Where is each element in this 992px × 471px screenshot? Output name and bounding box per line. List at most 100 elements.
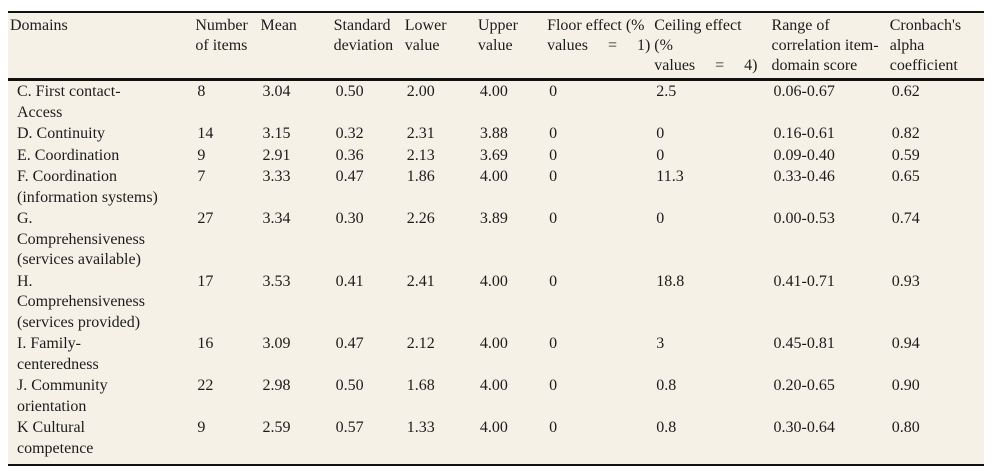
cell-floor-effect: 0 bbox=[549, 146, 558, 164]
cell-upper-value: 4.00 bbox=[479, 377, 508, 394]
col-mean: Mean bbox=[258, 13, 332, 81]
cell-mean: 3.34 bbox=[262, 210, 291, 227]
cell-domain: K Cultural competence bbox=[17, 419, 94, 457]
cell-ceiling-effect: 11.3 bbox=[656, 168, 684, 185]
cell-upper-value: 4.00 bbox=[479, 168, 508, 185]
cell-upper-value: 4.00 bbox=[479, 83, 508, 100]
cell-cronbachs-alpha: 0.74 bbox=[891, 210, 920, 227]
col-domains: Domains bbox=[8, 13, 194, 81]
cell-range-correlation: 0.00-0.53 bbox=[773, 210, 835, 227]
cell-range-correlation: 0.16-0.61 bbox=[773, 125, 835, 142]
cell-standard-deviation: 0.47 bbox=[335, 335, 364, 352]
table-row: J. Community orientation 22 2.98 0.50 1.… bbox=[8, 375, 984, 417]
cell-lower-value: 1.68 bbox=[406, 377, 435, 394]
cell-domain: C. First contact- Access bbox=[17, 83, 121, 121]
cell-standard-deviation: 0.41 bbox=[335, 272, 364, 290]
cell-number-of-items: 17 bbox=[197, 272, 214, 290]
col-cronbachs-alpha: Cronbach's alpha coefficient bbox=[887, 13, 984, 81]
cell-lower-value: 2.13 bbox=[406, 146, 435, 164]
cell-lower-value: 1.86 bbox=[406, 168, 435, 185]
cell-domain: I. Family- centeredness bbox=[17, 335, 99, 373]
col-lower-value: Lower value bbox=[402, 13, 476, 81]
cell-lower-value: 2.00 bbox=[406, 83, 435, 100]
cell-standard-deviation: 0.30 bbox=[335, 210, 364, 227]
cell-cronbachs-alpha: 0.90 bbox=[891, 377, 920, 394]
cell-range-correlation: 0.41-0.71 bbox=[773, 272, 835, 290]
cell-ceiling-effect: 3 bbox=[656, 335, 665, 352]
cell-floor-effect: 0 bbox=[549, 335, 558, 352]
cell-number-of-items: 16 bbox=[197, 335, 214, 352]
cell-ceiling-effect: 2.5 bbox=[656, 83, 677, 100]
cell-floor-effect: 0 bbox=[549, 419, 558, 436]
cell-floor-effect: 0 bbox=[549, 168, 558, 185]
col-floor-effect: Floor effect (% values = 1) bbox=[545, 13, 653, 81]
cell-lower-value: 1.33 bbox=[406, 419, 435, 436]
table-row: C. First contact- Access 8 3.04 0.50 2.0… bbox=[8, 80, 984, 124]
cell-number-of-items: 22 bbox=[197, 377, 214, 394]
cell-standard-deviation: 0.50 bbox=[335, 377, 364, 394]
table-row: H. Comprehensiveness (services provided)… bbox=[8, 271, 984, 334]
cell-mean: 3.04 bbox=[262, 83, 291, 100]
cell-floor-effect: 0 bbox=[549, 377, 558, 394]
cell-number-of-items: 7 bbox=[197, 168, 206, 185]
cell-range-correlation: 0.33-0.46 bbox=[773, 168, 835, 185]
cell-range-correlation: 0.06-0.67 bbox=[773, 83, 835, 100]
col-number-of-items: Number of items bbox=[193, 13, 259, 81]
table-row: D. Continuity 14 3.15 0.32 2.31 3.88 0 0… bbox=[8, 123, 984, 145]
cell-range-correlation: 0.09-0.40 bbox=[773, 146, 835, 164]
cell-number-of-items: 9 bbox=[197, 146, 206, 164]
cell-standard-deviation: 0.50 bbox=[335, 83, 364, 100]
cell-mean: 2.91 bbox=[262, 146, 291, 164]
cell-lower-value: 2.12 bbox=[406, 335, 435, 352]
cell-range-correlation: 0.45-0.81 bbox=[773, 335, 835, 352]
cell-domain: J. Community orientation bbox=[17, 377, 108, 415]
cell-lower-value: 2.26 bbox=[406, 210, 435, 227]
cell-cronbachs-alpha: 0.62 bbox=[891, 83, 920, 100]
cell-upper-value: 3.89 bbox=[479, 210, 508, 227]
cell-cronbachs-alpha: 0.65 bbox=[891, 168, 920, 185]
header-row: Domains Number of items Mean Standard de… bbox=[8, 13, 984, 81]
cell-cronbachs-alpha: 0.94 bbox=[891, 335, 920, 352]
cell-cronbachs-alpha: 0.82 bbox=[891, 125, 920, 142]
cell-floor-effect: 0 bbox=[549, 125, 558, 142]
cell-number-of-items: 14 bbox=[197, 125, 214, 142]
cell-ceiling-effect: 0 bbox=[656, 125, 665, 142]
cell-number-of-items: 27 bbox=[197, 210, 214, 227]
cell-standard-deviation: 0.36 bbox=[335, 146, 364, 164]
cell-ceiling-effect: 0 bbox=[656, 210, 665, 227]
cell-number-of-items: 8 bbox=[197, 83, 206, 100]
cell-ceiling-effect: 0.8 bbox=[656, 377, 677, 394]
col-standard-deviation: Standard deviation bbox=[331, 13, 403, 81]
table-row: K Cultural competence 9 2.59 0.57 1.33 4… bbox=[8, 417, 984, 464]
cell-upper-value: 3.69 bbox=[479, 146, 508, 164]
cell-lower-value: 2.41 bbox=[406, 272, 435, 290]
cell-lower-value: 2.31 bbox=[406, 125, 435, 142]
cell-upper-value: 3.88 bbox=[479, 125, 508, 142]
cell-range-correlation: 0.30-0.64 bbox=[773, 419, 835, 436]
cell-floor-effect: 0 bbox=[549, 210, 558, 227]
domain-statistics-table: Domains Number of items Mean Standard de… bbox=[8, 11, 984, 466]
cell-domain: G. Comprehensiveness (services available… bbox=[17, 210, 145, 268]
col-ceiling-effect: Ceiling effect (% values = 4) bbox=[652, 13, 770, 81]
cell-ceiling-effect: 18.8 bbox=[656, 272, 685, 290]
cell-domain: F. Coordination (information systems) bbox=[17, 168, 158, 206]
table-row: E. Coordination 9 2.91 0.36 2.13 3.69 0 … bbox=[8, 145, 984, 167]
cell-floor-effect: 0 bbox=[549, 83, 558, 100]
cell-domain: H. Comprehensiveness (services provided) bbox=[17, 272, 145, 331]
cell-cronbachs-alpha: 0.59 bbox=[891, 146, 920, 164]
cell-range-correlation: 0.20-0.65 bbox=[773, 377, 835, 394]
cell-domain: E. Coordination bbox=[17, 146, 120, 164]
cell-cronbachs-alpha: 0.93 bbox=[891, 272, 920, 290]
cell-ceiling-effect: 0.8 bbox=[656, 419, 677, 436]
cell-mean: 2.98 bbox=[262, 377, 291, 394]
cell-mean: 3.15 bbox=[262, 125, 291, 142]
cell-standard-deviation: 0.57 bbox=[335, 419, 364, 436]
cell-ceiling-effect: 0 bbox=[656, 146, 665, 164]
cell-upper-value: 4.00 bbox=[479, 272, 508, 290]
cell-upper-value: 4.00 bbox=[479, 335, 508, 352]
col-range-correlation: Range of correlation item- domain score bbox=[769, 13, 888, 81]
col-upper-value: Upper value bbox=[475, 13, 546, 81]
cell-cronbachs-alpha: 0.80 bbox=[891, 419, 920, 436]
cell-mean: 3.53 bbox=[262, 272, 291, 290]
